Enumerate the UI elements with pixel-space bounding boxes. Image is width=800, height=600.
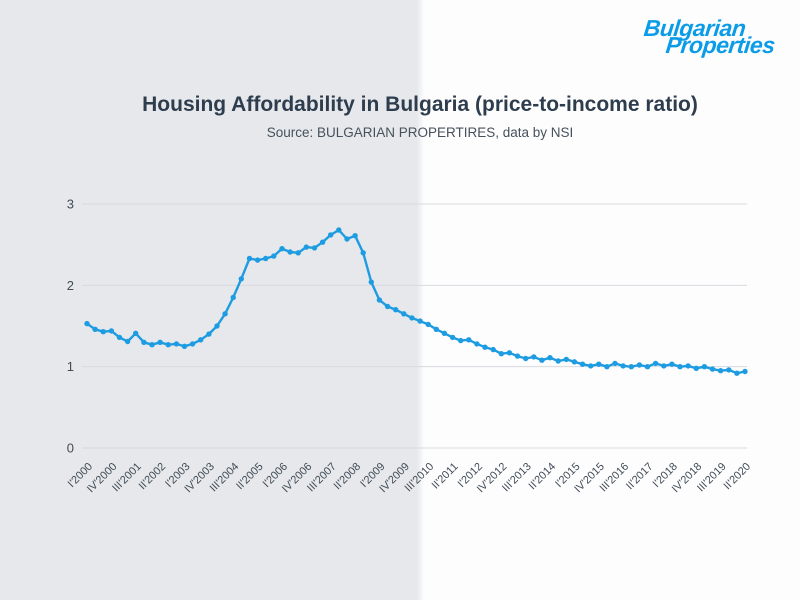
y-axis-tick: 3 [67, 197, 74, 212]
data-point [685, 363, 691, 369]
data-point [717, 368, 724, 374]
data-point [652, 360, 659, 367]
data-point [612, 360, 618, 367]
data-point [181, 343, 188, 349]
data-point [449, 334, 456, 341]
data-point [376, 297, 383, 303]
data-point [92, 326, 98, 332]
data-point [246, 255, 253, 262]
data-point [433, 326, 439, 332]
data-point [401, 311, 407, 317]
data-point [108, 328, 115, 334]
data-point [661, 363, 667, 369]
data-point [295, 250, 301, 256]
data-point [303, 244, 309, 250]
data-point [271, 253, 277, 259]
data-point [693, 365, 699, 371]
x-axis-tick: II'2017 [624, 461, 656, 493]
data-point [198, 337, 204, 343]
data-point [100, 329, 106, 335]
data-point [165, 342, 171, 348]
data-point [636, 362, 643, 368]
data-point [677, 364, 683, 370]
data-point [742, 368, 748, 375]
data-point [571, 359, 578, 365]
x-axis-tick: II'2011 [430, 461, 461, 492]
data-point [352, 233, 358, 239]
data-point [588, 363, 594, 369]
data-point [466, 337, 472, 343]
data-point [319, 239, 326, 245]
data-point [287, 249, 293, 255]
data-point [734, 370, 740, 376]
x-axis-tick: II'2020 [722, 461, 754, 493]
data-point [709, 366, 716, 372]
data-point [149, 342, 155, 348]
data-point [384, 303, 391, 310]
x-axis-tick: II'2008 [332, 461, 364, 493]
data-point [474, 341, 480, 347]
data-point [409, 315, 415, 321]
data-point [579, 361, 586, 367]
chart-subtitle: Source: BULGARIAN PROPERTIRES, data by N… [266, 125, 574, 140]
data-point [279, 246, 285, 252]
data-point [206, 331, 212, 337]
data-point [328, 232, 334, 238]
data-point [482, 344, 488, 350]
data-point [531, 354, 537, 360]
y-axis-tick: 2 [67, 278, 74, 293]
data-point [417, 318, 423, 324]
y-axis-tick: 0 [67, 441, 74, 456]
data-point [425, 321, 431, 328]
data-point [441, 330, 448, 336]
data-point [726, 367, 732, 373]
data-point [124, 338, 131, 345]
data-point [393, 307, 399, 313]
data-line [85, 228, 747, 375]
data-point [596, 361, 602, 367]
data-point [222, 311, 228, 317]
data-point [620, 363, 626, 369]
data-point [368, 279, 374, 285]
data-point [116, 334, 123, 341]
data-point [360, 250, 366, 256]
data-point [189, 341, 196, 347]
data-point [311, 245, 318, 251]
data-point [84, 320, 90, 327]
data-point [230, 294, 236, 301]
data-point [490, 346, 496, 353]
data-point [214, 323, 220, 329]
y-axis-tick: 1 [67, 359, 74, 374]
x-axis-tick: II'2002 [137, 461, 169, 493]
data-point [173, 341, 180, 347]
data-point [141, 339, 147, 345]
data-point [514, 353, 521, 359]
data-point [547, 355, 553, 361]
data-point [604, 364, 610, 370]
data-point [523, 355, 529, 362]
data-point [701, 364, 708, 370]
data-point [498, 351, 504, 357]
data-point [133, 330, 139, 336]
data-point [157, 339, 163, 345]
data-point [539, 357, 545, 363]
chart-title: Housing Affordability in Bulgaria (price… [142, 93, 698, 116]
data-point [563, 356, 569, 363]
data-point [238, 276, 244, 282]
data-point [669, 361, 675, 367]
data-point [344, 236, 350, 242]
data-point [555, 358, 561, 364]
data-point [644, 364, 651, 370]
data-point [263, 255, 269, 262]
data-point [336, 227, 342, 233]
data-point [254, 257, 261, 263]
data-point [458, 337, 464, 344]
x-axis-tick: II'2005 [234, 461, 266, 493]
data-point [628, 364, 634, 370]
data-point [506, 350, 513, 356]
x-axis-tick: II'2014 [527, 461, 559, 493]
